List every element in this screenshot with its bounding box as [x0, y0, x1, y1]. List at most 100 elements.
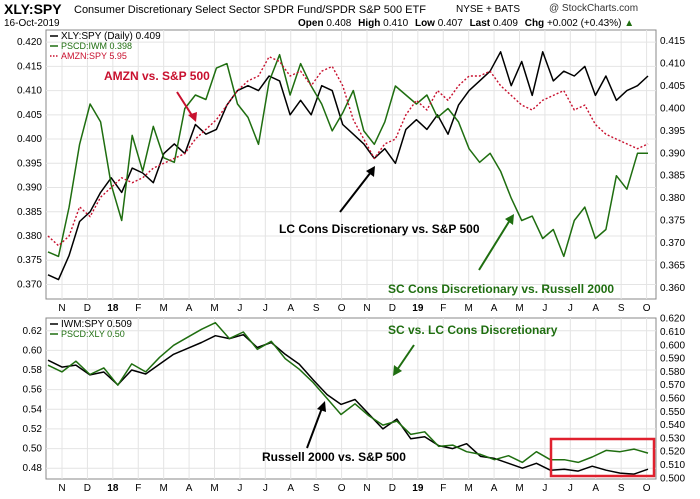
bottom-left-tick: 0.54 — [23, 404, 43, 415]
bottom-month-label: A — [592, 483, 599, 494]
top-right-tick: 0.360 — [660, 283, 685, 294]
arrow-russell-head — [317, 401, 326, 412]
bottom-month-label: A — [491, 483, 498, 494]
bottom-month-label: F — [440, 483, 446, 494]
top-left-tick: 0.385 — [17, 207, 42, 218]
bottom-left-tick: 0.48 — [23, 463, 43, 474]
top-right-tick: 0.365 — [660, 260, 685, 271]
arrow-amzn — [176, 91, 194, 118]
top-left-tick: 0.370 — [17, 279, 42, 290]
top-left-tick: 0.380 — [17, 231, 42, 242]
bottom-right-tick: 0.600 — [660, 340, 685, 351]
top-right-tick: 0.375 — [660, 216, 685, 227]
bottom-month-label: D — [84, 483, 91, 494]
top-right-tick: 0.395 — [660, 126, 685, 137]
chart-date: 16-Oct-2019 — [4, 18, 60, 29]
top-month-label: D — [389, 303, 396, 314]
top-right-tick: 0.410 — [660, 59, 685, 70]
top-left-tick: 0.415 — [17, 61, 42, 72]
bottom-month-label: A — [186, 483, 193, 494]
top-left-tick: 0.390 — [17, 183, 42, 194]
last-value: 0.409 — [492, 18, 518, 29]
arrow-amzn-head — [188, 112, 197, 122]
bottom-right-tick: 0.510 — [660, 460, 685, 471]
bottom-month-label: J — [568, 483, 573, 494]
annotation-russell: Russell 2000 vs. S&P 500 — [262, 450, 406, 464]
top-month-label: S — [618, 303, 625, 314]
open-value: 0.408 — [326, 18, 352, 29]
bottom-left-axis: 0.62 0.60 0.58 0.56 0.54 0.52 0.50 0.48 — [23, 326, 43, 474]
top-month-label: J — [568, 303, 573, 314]
top-month-label: D — [84, 303, 91, 314]
highlight-box — [549, 437, 656, 478]
top-month-label: 19 — [412, 303, 424, 314]
chg-label: Chg — [524, 18, 545, 29]
bottom-grid — [46, 318, 656, 479]
legend-pscd-iwm: PSCD:IWM 0.398 — [61, 41, 132, 51]
top-month-label: J — [542, 303, 547, 314]
top-right-axis: 0.415 0.410 0.405 0.400 0.395 0.390 0.385 0.380… — [660, 36, 685, 294]
bottom-left-tick: 0.50 — [23, 444, 43, 455]
top-right-tick: 0.405 — [660, 81, 685, 92]
bottom-month-label: 19 — [412, 483, 424, 494]
bottom-left-tick: 0.62 — [23, 326, 43, 337]
top-right-tick: 0.370 — [660, 238, 685, 249]
top-month-label: M — [464, 303, 472, 314]
top-right-tick: 0.415 — [660, 36, 685, 47]
bottom-right-tick: 0.560 — [660, 394, 685, 405]
top-month-label: A — [287, 303, 294, 314]
bottom-panel-frame — [45, 317, 657, 480]
bottom-month-label: N — [58, 483, 65, 494]
open-label: Open — [298, 18, 324, 29]
top-grid — [46, 30, 656, 299]
arrow-lc-head — [366, 166, 375, 177]
bottom-month-label: J — [263, 483, 268, 494]
top-right-tick: 0.380 — [660, 193, 685, 204]
top-left-axis: 0.420 0.415 0.410 0.405 0.400 0.395 0.390 0.385… — [17, 37, 42, 290]
top-month-label: S — [313, 303, 320, 314]
top-month-label: J — [237, 303, 242, 314]
low-value: 0.407 — [437, 18, 463, 29]
bottom-left-tick: 0.56 — [23, 385, 43, 396]
ohlc-readout: Open 0.408 High 0.410 Low 0.407 Last 0.4… — [298, 18, 634, 29]
top-series-group — [47, 51, 649, 281]
top-month-label: A — [491, 303, 498, 314]
bottom-right-axis: 0.620 0.610 0.600 0.590 0.580 0.570 0.560 0.550… — [660, 314, 685, 485]
arrow-sc-lc — [396, 344, 415, 371]
legend-iwm: IWM:SPY 0.509 — [61, 319, 132, 330]
top-left-tick: 0.405 — [17, 110, 42, 121]
bottom-right-tick: 0.520 — [660, 447, 685, 458]
chart-symbol: XLY:SPY — [4, 1, 62, 17]
bottom-right-tick: 0.500 — [660, 473, 685, 484]
annotation-sc-lc: SC vs. LC Cons Discretionary — [388, 323, 558, 337]
top-panel-frame — [45, 29, 657, 300]
bottom-series-1 — [47, 321, 649, 464]
bottom-left-tick: 0.58 — [23, 365, 43, 376]
bottom-right-tick: 0.540 — [660, 420, 685, 431]
legend-xly: XLY:SPY (Daily) 0.409 — [61, 31, 161, 42]
bottom-series-group — [47, 321, 649, 475]
low-label: Low — [414, 18, 435, 29]
bottom-month-label: O — [643, 483, 651, 494]
bottom-x-axis: N D 18 F M A M J J A S O N D 19 F M A M J J A S O — [58, 483, 650, 494]
bottom-right-tick: 0.580 — [660, 367, 685, 378]
bottom-month-label: O — [338, 483, 346, 494]
arrow-sc — [478, 219, 511, 271]
last-label: Last — [469, 18, 491, 29]
top-series-1 — [47, 53, 648, 258]
top-month-label: A — [592, 303, 599, 314]
top-month-label: F — [440, 303, 446, 314]
top-month-label: O — [338, 303, 346, 314]
high-value: 0.410 — [383, 18, 409, 29]
bottom-right-tick: 0.610 — [660, 327, 685, 338]
bottom-month-label: J — [237, 483, 242, 494]
top-left-tick: 0.375 — [17, 255, 42, 266]
exchange-label: NYSE + BATS — [456, 4, 521, 15]
annotation-sc: SC Cons Discretionary vs. Russell 2000 — [388, 282, 614, 296]
bottom-right-tick: 0.570 — [660, 380, 685, 391]
top-left-tick: 0.410 — [17, 86, 42, 97]
chg-value: +0.002 (+0.43%) — [546, 18, 622, 29]
top-month-label: M — [210, 303, 218, 314]
top-month-label: O — [643, 303, 651, 314]
